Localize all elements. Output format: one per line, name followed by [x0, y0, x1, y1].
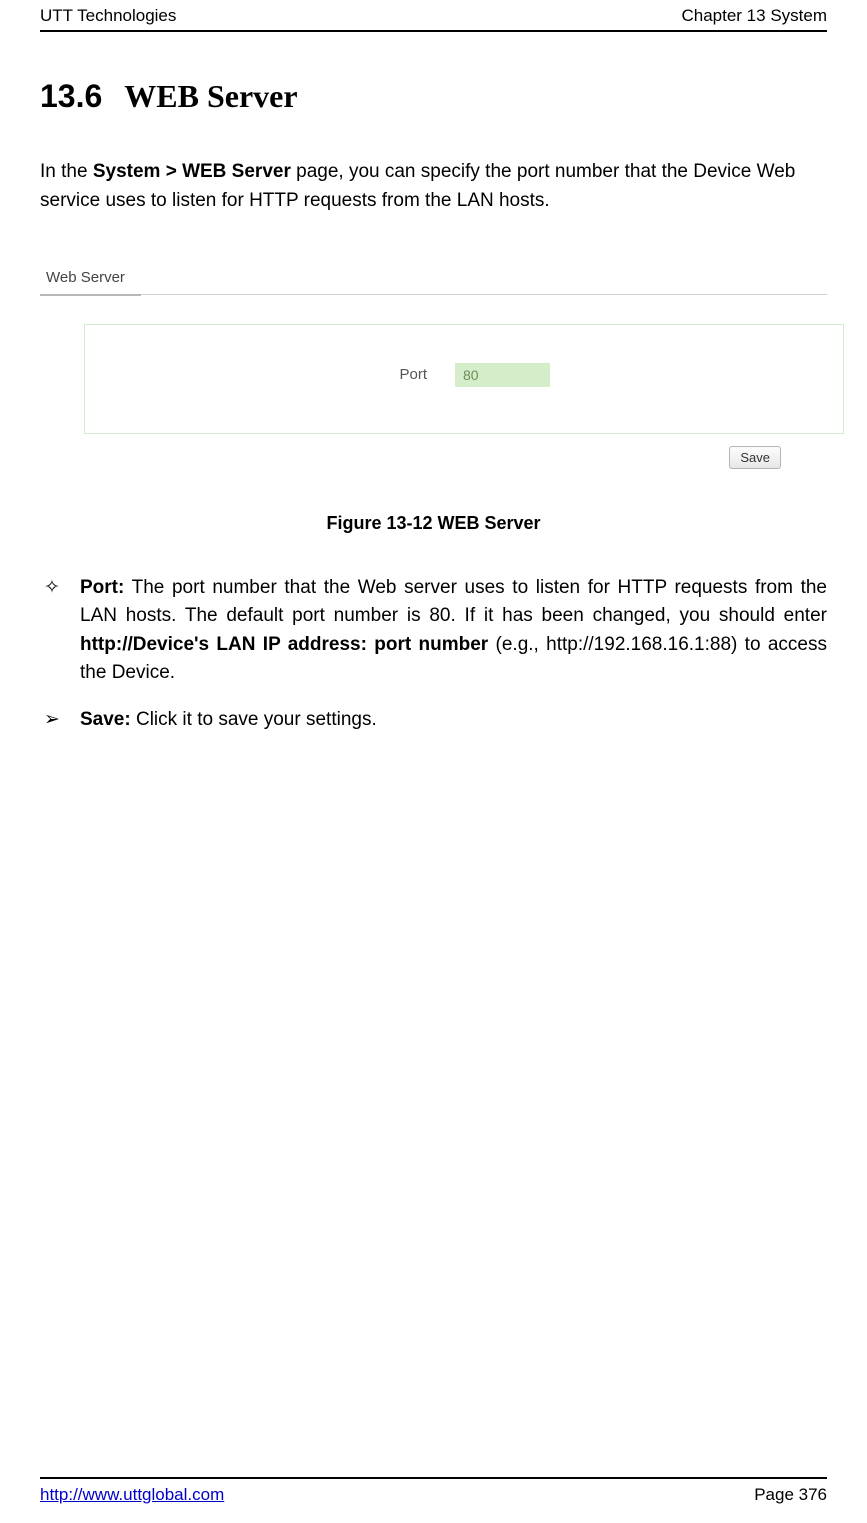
section-number: 13.6 — [40, 78, 102, 114]
port-label: Port — [85, 366, 455, 383]
tab-underline — [141, 294, 827, 295]
definition-list: ✧ Port: The port number that the Web ser… — [40, 574, 827, 735]
page-header: UTT Technologies Chapter 13 System — [40, 0, 827, 32]
save-row: Save — [40, 446, 781, 469]
bullet-bold-mid: http://Device's LAN IP address: port num… — [80, 634, 488, 655]
footer-page-number: Page 376 — [754, 1485, 827, 1505]
bullet-text-1: The port number that the Web server uses… — [80, 577, 827, 627]
page-footer: http://www.uttglobal.com Page 376 — [40, 1477, 827, 1505]
bullet-label: Save: — [80, 709, 131, 730]
figure-caption: Figure 13-12 WEB Server — [40, 513, 827, 534]
port-input[interactable] — [455, 363, 550, 387]
bullet-body: Save: Click it to save your settings. — [80, 706, 827, 735]
bullet-symbol: ➢ — [40, 706, 80, 735]
tab-web-server[interactable]: Web Server — [40, 259, 141, 296]
section-heading: 13.6 WEB Server — [40, 78, 827, 115]
list-item: ✧ Port: The port number that the Web ser… — [40, 574, 827, 688]
save-button[interactable]: Save — [729, 446, 781, 469]
intro-bold: System > WEB Server — [93, 161, 291, 182]
bullet-body: Port: The port number that the Web serve… — [80, 574, 827, 688]
section-title-text: WEB Server — [124, 78, 297, 114]
embedded-screenshot: Web Server Port Save — [40, 256, 827, 469]
header-right: Chapter 13 System — [681, 6, 827, 26]
bullet-symbol: ✧ — [40, 574, 80, 688]
bullet-label: Port: — [80, 577, 124, 598]
header-left: UTT Technologies — [40, 6, 176, 26]
intro-prefix: In the — [40, 161, 93, 182]
footer-link[interactable]: http://www.uttglobal.com — [40, 1485, 224, 1505]
tab-row: Web Server — [40, 256, 827, 296]
list-item: ➢ Save: Click it to save your settings. — [40, 706, 827, 735]
intro-paragraph: In the System > WEB Server page, you can… — [40, 157, 827, 216]
bullet-text-1: Click it to save your settings. — [131, 709, 377, 730]
port-field-row: Port — [85, 363, 843, 387]
settings-panel: Port — [84, 324, 844, 434]
